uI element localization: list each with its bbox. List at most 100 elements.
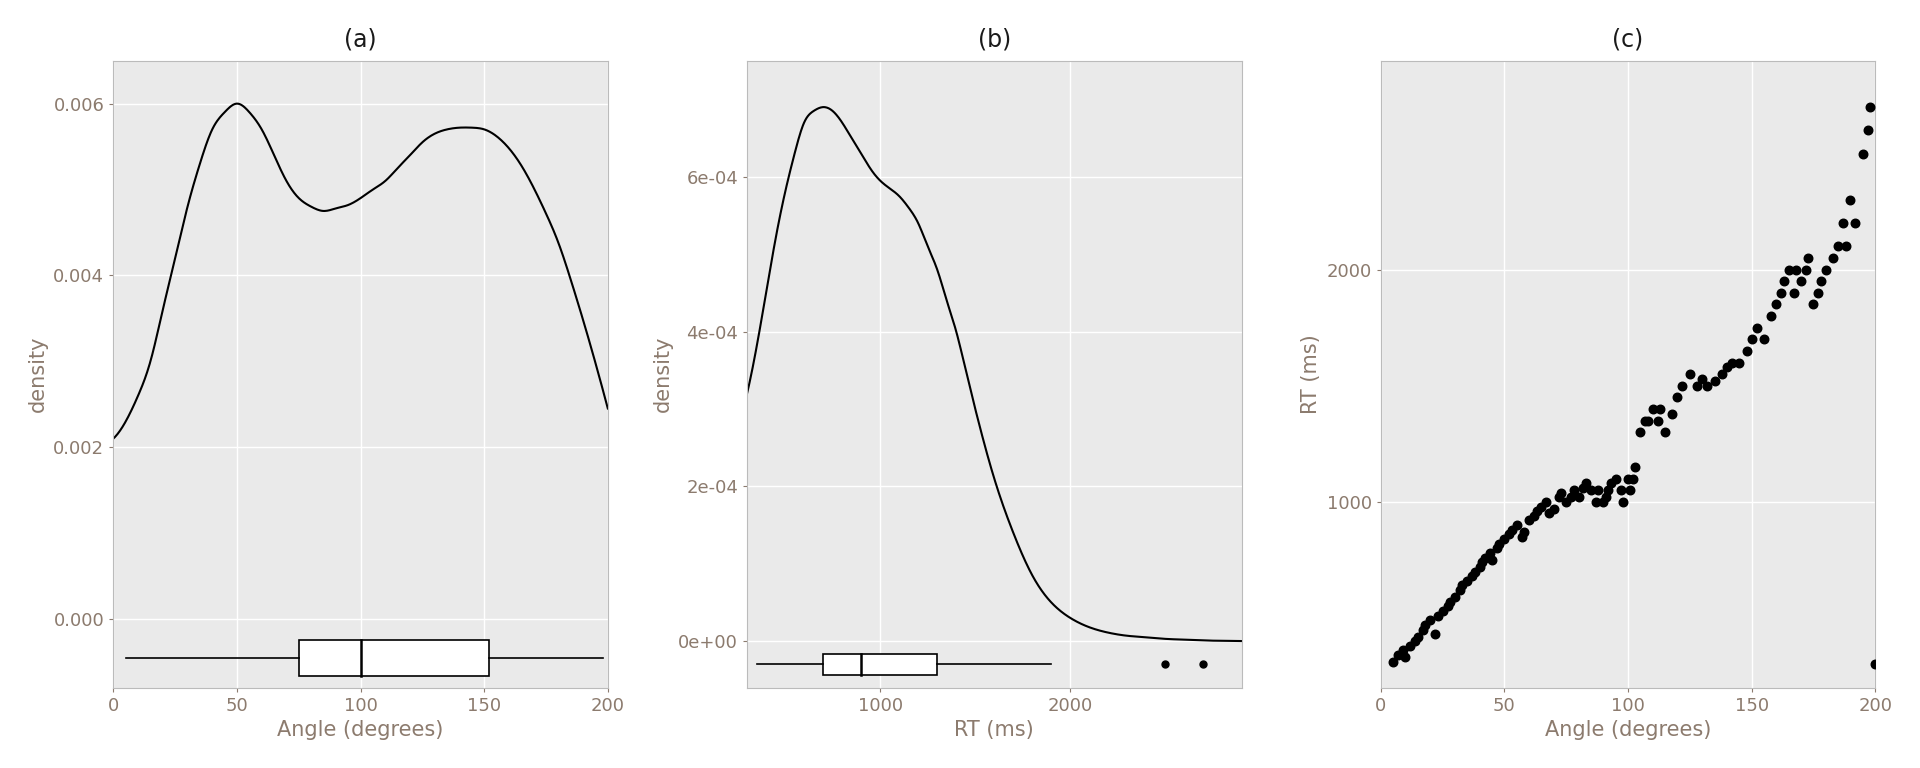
Point: [1682, 379, 1713, 392]
Point: [1617, 472, 1647, 485]
Point: [1459, 565, 1490, 578]
Point: [1774, 263, 1805, 276]
X-axis label: Angle (degrees): Angle (degrees): [1546, 720, 1711, 740]
Point: [1382, 649, 1413, 661]
Y-axis label: RT (ms): RT (ms): [1302, 334, 1321, 414]
Point: [1688, 372, 1718, 385]
Point: [1582, 484, 1613, 496]
Point: [1599, 472, 1630, 485]
Point: [1490, 533, 1521, 545]
Point: [1594, 484, 1624, 496]
Point: [1482, 542, 1513, 554]
Point: [1496, 524, 1526, 536]
Point: [1530, 495, 1561, 508]
Point: [1551, 495, 1582, 508]
Point: [1607, 495, 1638, 508]
Point: [1513, 515, 1544, 527]
Point: [1569, 482, 1599, 494]
Point: [1467, 556, 1498, 568]
Point: [1534, 508, 1565, 520]
Point: [1797, 298, 1828, 310]
Point: [1400, 635, 1430, 647]
Point: [1444, 584, 1475, 596]
Point: [1786, 275, 1816, 287]
Title: (c): (c): [1613, 28, 1644, 51]
Point: [1791, 263, 1822, 276]
Point: [1642, 415, 1672, 427]
Point: [1390, 651, 1421, 664]
Point: [1588, 495, 1619, 508]
Point: [1805, 275, 1836, 287]
Y-axis label: density: density: [653, 336, 672, 412]
Point: [1544, 491, 1574, 503]
X-axis label: Angle (degrees): Angle (degrees): [276, 720, 444, 740]
Point: [1559, 484, 1590, 496]
Point: [1736, 333, 1766, 346]
Point: [1830, 240, 1860, 253]
Point: [1563, 491, 1594, 503]
Point: [1818, 252, 1849, 264]
Point: [1448, 579, 1478, 591]
Point: [1427, 605, 1457, 617]
Point: [1836, 194, 1866, 206]
Point: [1757, 310, 1788, 323]
Point: [1663, 391, 1693, 403]
Point: [1615, 484, 1645, 496]
Point: [1761, 298, 1791, 310]
Point: [1509, 526, 1540, 538]
Point: [1419, 628, 1450, 641]
Point: [1793, 252, 1824, 264]
Point: [1596, 477, 1626, 489]
Point: [1645, 403, 1676, 415]
Point: [1778, 286, 1809, 299]
Point: [1571, 477, 1601, 489]
Point: [1379, 656, 1409, 668]
Point: [1853, 124, 1884, 137]
Bar: [300, 640, 490, 676]
Point: [1732, 345, 1763, 357]
Point: [1855, 101, 1885, 113]
Point: [1741, 322, 1772, 334]
Point: [1724, 356, 1755, 369]
Point: [1538, 503, 1569, 515]
Point: [1657, 408, 1688, 420]
Point: [1452, 574, 1482, 587]
Point: [1407, 624, 1438, 636]
Point: [1409, 619, 1440, 631]
Point: [1423, 610, 1453, 622]
Point: [1576, 484, 1607, 496]
Point: [1501, 519, 1532, 531]
Point: [1475, 547, 1505, 559]
Point: [1469, 551, 1500, 564]
Point: [1711, 361, 1741, 373]
Point: [1580, 495, 1611, 508]
Title: (a): (a): [344, 28, 376, 51]
Point: [1605, 484, 1636, 496]
Point: [1440, 591, 1471, 603]
Point: [1624, 426, 1655, 439]
Point: [1507, 531, 1538, 543]
Point: [1546, 486, 1576, 498]
Point: [1811, 263, 1841, 276]
Point: [1590, 491, 1620, 503]
Bar: [824, 654, 937, 675]
Point: [1638, 403, 1668, 415]
Point: [1780, 263, 1811, 276]
Point: [1432, 601, 1463, 613]
Point: [1716, 356, 1747, 369]
Point: [1630, 415, 1661, 427]
Point: [1465, 561, 1496, 573]
X-axis label: RT (ms): RT (ms): [954, 720, 1035, 740]
Point: [1519, 510, 1549, 522]
Point: [1613, 472, 1644, 485]
Point: [1828, 217, 1859, 230]
Point: [1526, 501, 1557, 513]
Point: [1388, 644, 1419, 657]
Point: [1674, 368, 1705, 380]
Point: [1803, 286, 1834, 299]
Point: [1749, 333, 1780, 346]
Point: [1396, 640, 1427, 652]
Point: [1632, 415, 1663, 427]
Point: [1707, 368, 1738, 380]
Y-axis label: density: density: [27, 336, 48, 412]
